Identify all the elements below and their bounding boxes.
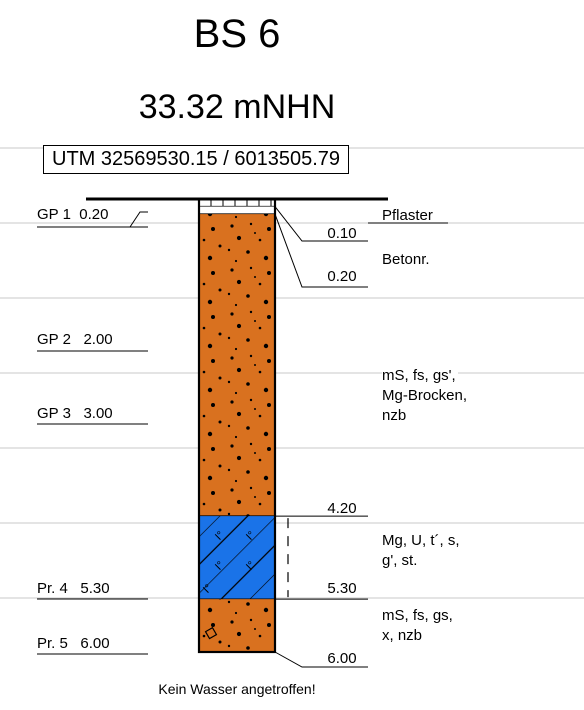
depth-leader — [274, 213, 368, 288]
layer-sand — [199, 599, 275, 652]
gravel-symbol — [204, 626, 218, 640]
borehole-name: BS 6 — [193, 12, 281, 56]
layer-description-sand-lower: mS, fs, gs, x, nzb — [382, 607, 453, 644]
borehole-elevation: 33.32 mNHN — [138, 88, 336, 126]
layer-depth-label: 4.20 — [327, 500, 357, 517]
layer-white — [199, 206, 275, 215]
sample-label-gp1: GP 1 0.20 — [37, 206, 109, 223]
depth-leader — [274, 651, 368, 668]
layer-marl — [199, 516, 275, 600]
layer-depth-label: 0.10 — [327, 225, 357, 242]
utm-coordinates: UTM 32569530.15 / 6013505.79 — [43, 145, 349, 174]
sample-label-pr5: Pr. 5 6.00 — [37, 635, 110, 652]
water-note: Kein Wasser angetroffen! — [158, 681, 316, 697]
sample-label-pr4: Pr. 4 5.30 — [37, 580, 110, 597]
sample-label-gp2: GP 2 2.00 — [37, 331, 113, 348]
layer-description-betonr: Betonr. — [382, 251, 430, 268]
layer-depth-label: 0.20 — [327, 268, 357, 285]
layer-description-marl: Mg, U, t´, s, g', st. — [382, 532, 460, 569]
layer-depth-label: 5.30 — [327, 580, 357, 597]
layer-depth-label: 6.00 — [327, 650, 357, 667]
layer-description-pflaster: Pflaster — [382, 207, 433, 224]
sample-leader — [129, 211, 148, 228]
depth-leader — [274, 206, 368, 242]
layer-paving — [199, 199, 275, 207]
layer-sand — [199, 214, 275, 517]
sample-label-gp3: GP 3 3.00 — [37, 405, 113, 422]
layer-description-sand-upper: mS, fs, gs', Mg-Brocken, nzb — [382, 366, 468, 424]
